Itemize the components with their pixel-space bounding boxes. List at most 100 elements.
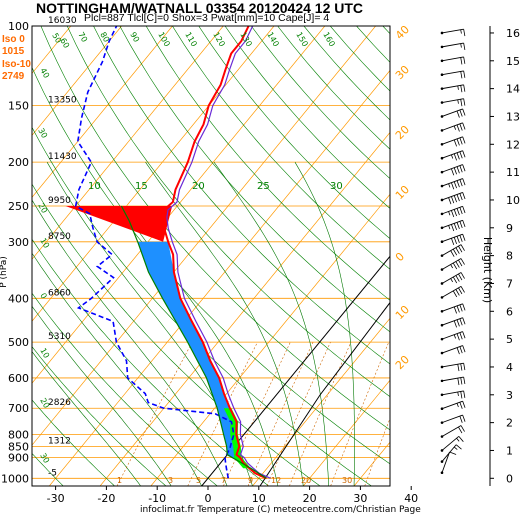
wind-barb-feather	[455, 289, 460, 296]
wind-barb-shaft	[441, 444, 457, 462]
wind-barb	[440, 451, 457, 475]
wind-barb-feather	[455, 261, 460, 268]
wind-barb-feather	[459, 346, 463, 354]
wind-barb	[440, 345, 466, 355]
isotherm-line	[32, 26, 122, 136]
dry-adiabat-label: 20	[36, 202, 49, 215]
isotherm-line	[32, 26, 224, 260]
wind-barb-feather	[463, 42, 466, 51]
wind-barb-feather	[456, 110, 460, 118]
wind-barb-half-feather	[448, 183, 451, 188]
wind-barb-feather	[462, 108, 466, 116]
wind-barb-half-feather	[451, 154, 454, 159]
x-tick-label: 30	[353, 492, 367, 505]
dry-adiabat-top-label: 110	[183, 31, 198, 49]
wind-barb-feather	[459, 332, 463, 340]
wind-barb-shaft	[441, 400, 463, 410]
wind-barb-shaft	[441, 414, 463, 424]
wind-barb-shaft	[441, 205, 463, 215]
temperature-line	[161, 26, 267, 480]
km-tick-label: 8	[506, 250, 513, 263]
wind-barb-half-feather	[450, 264, 454, 269]
wind-barb-feather	[456, 319, 460, 327]
dry-adiabat	[32, 346, 167, 486]
wind-barb-feather	[453, 195, 457, 203]
mixing-ratio-label: 20	[301, 476, 311, 485]
wind-barb-feather	[460, 57, 463, 65]
wind-barb-feather	[459, 137, 463, 145]
wind-barb	[440, 98, 466, 107]
dry-adiabat-label: 10	[38, 237, 51, 250]
moist-adiabat	[32, 305, 172, 486]
reference-line	[259, 301, 390, 486]
dry-adiabat	[66, 26, 390, 397]
km-tick-label: 12	[506, 138, 520, 151]
wind-barb-feather	[460, 272, 465, 279]
wind-barb-feather	[456, 124, 460, 132]
wind-barb-station	[440, 449, 444, 452]
wind-barb	[440, 444, 462, 463]
isotherm-line	[32, 26, 376, 446]
wind-barb-feather	[462, 150, 466, 158]
wind-barb-feather	[462, 206, 466, 214]
wind-barb-feather	[459, 235, 463, 242]
wind-barb-shaft	[441, 178, 463, 187]
wind-barb	[440, 303, 466, 314]
height-label: 5310	[48, 332, 71, 342]
wind-barb-shaft	[441, 390, 464, 396]
mixing-ratio-label: 5	[196, 476, 201, 485]
km-tick-label: 0	[506, 472, 513, 485]
wind-barb-feather	[459, 318, 463, 326]
height-label: 2826	[48, 398, 71, 408]
wind-barb-feather	[459, 109, 463, 117]
wind-barb-feather	[452, 290, 458, 298]
virtual-temperature-line	[166, 26, 271, 479]
wind-barb-feather	[452, 262, 458, 270]
x-tick-label: 40	[404, 492, 418, 505]
height-label: -5	[48, 468, 57, 478]
wind-barb	[440, 42, 466, 51]
wind-barb-feather	[462, 303, 466, 311]
wind-barb-feather	[459, 415, 463, 423]
wind-barb-shaft	[441, 285, 462, 298]
wind-barb-feather	[459, 193, 463, 201]
wind-barb-feather	[453, 237, 457, 244]
wind-barb-feather	[456, 166, 460, 174]
wind-barb-station	[440, 435, 444, 438]
isotherm-line	[353, 441, 390, 486]
dry-adiabat-label: 30	[36, 127, 49, 140]
wind-barb-half-feather	[457, 85, 459, 90]
dry-adiabat	[224, 26, 390, 209]
mixing-ratio-label: 9	[248, 476, 253, 485]
wind-barb-shaft	[441, 244, 462, 257]
wind-barb-feather	[458, 259, 463, 267]
pressure-tick-label: 100	[8, 20, 29, 33]
wind-barb	[440, 219, 466, 232]
moist-adiabat	[294, 162, 355, 486]
theta-e-label: 15	[135, 181, 148, 192]
parcel-line	[120, 205, 267, 479]
km-tick-label: 3	[506, 389, 513, 402]
dry-adiabat-top-label: 160	[321, 31, 336, 49]
km-tick-label: 2	[506, 417, 513, 430]
wind-barb-feather	[462, 164, 466, 172]
wind-barb	[440, 164, 466, 176]
dry-adiabat-top-label: 140	[265, 31, 280, 49]
isotherm-line	[99, 131, 390, 486]
isotherm-edge-label: 10	[393, 303, 412, 322]
wind-barb-feather	[458, 273, 463, 281]
theta-e-label: 30	[330, 181, 343, 192]
wind-barb-feather	[456, 194, 460, 202]
pressure-tick-label: 1000	[1, 472, 29, 485]
wind-barb-feather	[458, 287, 463, 295]
wind-barb-feather	[462, 414, 466, 422]
wind-barb-feather	[453, 139, 457, 147]
wind-barb-feather	[456, 152, 460, 160]
dewpoint-line	[74, 26, 235, 479]
moist-adiabat	[32, 351, 141, 486]
wind-barb	[440, 84, 466, 93]
wind-barb-station	[440, 184, 444, 188]
wind-barb-station	[440, 296, 444, 299]
height-label: 13350	[48, 96, 77, 106]
wind-barb	[440, 317, 466, 328]
